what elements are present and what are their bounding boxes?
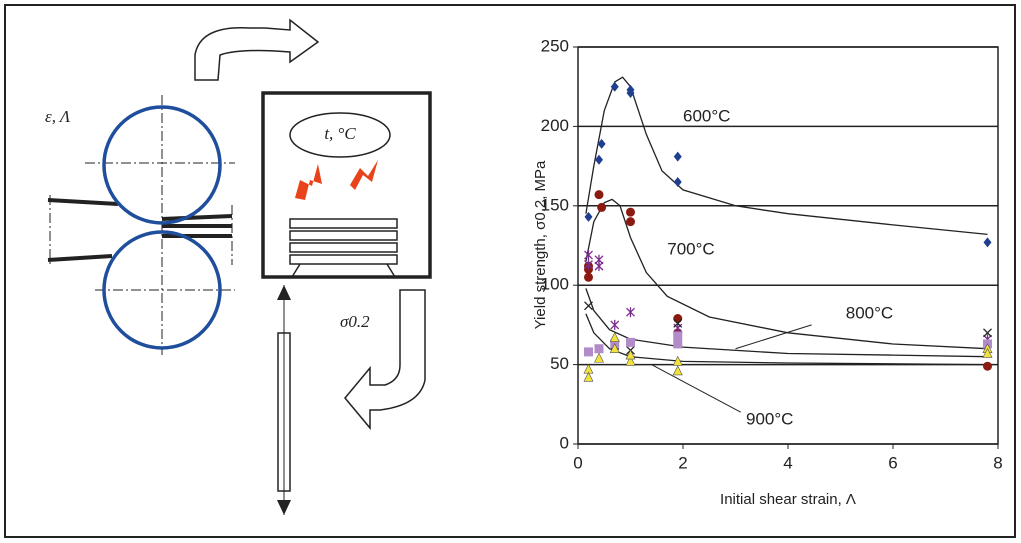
point — [626, 207, 635, 217]
y-axis-label: Yield strength, σ0.2, MPa — [532, 160, 549, 329]
curve-label: 900°C — [746, 410, 793, 429]
fit-curve — [585, 76, 988, 236]
point — [594, 344, 604, 354]
stress-label: σ0.2 — [340, 312, 370, 331]
fit-curve — [585, 198, 988, 350]
strip — [47, 198, 233, 262]
point — [983, 237, 992, 248]
point — [626, 307, 635, 318]
curve-label: 600°C — [683, 106, 730, 125]
x-tick-label: 6 — [888, 453, 897, 472]
point — [672, 365, 683, 376]
leader-line — [651, 364, 741, 413]
point — [673, 314, 683, 324]
point — [597, 202, 607, 212]
temperature-ellipse — [289, 112, 391, 158]
fit-curve — [585, 288, 988, 358]
point — [625, 355, 636, 366]
y-tick-label: 250 — [541, 36, 569, 55]
point — [982, 347, 993, 358]
point — [594, 261, 604, 272]
y-tick-label: 100 — [541, 275, 569, 294]
point — [584, 301, 593, 311]
arrow — [194, 18, 320, 81]
curve-label: 700°C — [667, 240, 714, 259]
heat-icon — [350, 160, 378, 190]
point — [610, 319, 620, 330]
point — [597, 138, 606, 149]
point — [673, 176, 682, 187]
y-tick-label: 50 — [550, 354, 569, 373]
point — [626, 337, 635, 347]
roller — [102, 105, 222, 225]
point — [626, 217, 635, 227]
point — [673, 339, 683, 349]
x-axis-label: Initial shear strain, Λ — [720, 491, 856, 508]
temperature-label: t, °C — [324, 124, 356, 143]
point — [594, 352, 604, 363]
point — [595, 154, 603, 165]
x-tick-label: 2 — [678, 453, 687, 472]
point — [626, 84, 635, 95]
point — [673, 331, 683, 341]
point — [584, 211, 593, 222]
heat-icon — [295, 164, 322, 200]
roller — [102, 230, 222, 350]
strip-stack — [289, 218, 398, 278]
x-tick-label: 4 — [783, 453, 792, 472]
x-tick-label: 0 — [573, 453, 582, 472]
point — [673, 318, 683, 328]
point — [584, 259, 593, 270]
point — [594, 190, 604, 200]
point — [584, 250, 593, 261]
y-tick-label: 200 — [541, 116, 569, 135]
rolling-diagram: ε, Λ t, °C σ0.2 — [45, 18, 432, 515]
leader-line — [735, 324, 812, 350]
plot-area — [577, 46, 999, 445]
arrow — [344, 289, 426, 431]
point — [673, 151, 682, 162]
point — [583, 371, 594, 382]
furnace — [261, 91, 432, 279]
point — [609, 331, 620, 342]
y-tick-label: 0 — [560, 433, 569, 452]
curve-label: 800°C — [846, 303, 893, 322]
chart: 0 50 100 150 200 250 0 2 4 6 8 600°C 700°C 800°C 900°C — [541, 36, 1003, 472]
point — [625, 349, 636, 360]
frame — [4, 4, 1016, 538]
point — [610, 81, 619, 92]
point — [609, 343, 620, 354]
point — [983, 328, 992, 338]
point — [584, 272, 593, 282]
point — [983, 361, 992, 371]
y-tick-label: 150 — [541, 195, 569, 214]
strain-label: ε, Λ — [45, 107, 71, 126]
x-tick-label: 8 — [993, 453, 1002, 472]
point — [584, 347, 593, 357]
fit-curve — [585, 313, 988, 366]
